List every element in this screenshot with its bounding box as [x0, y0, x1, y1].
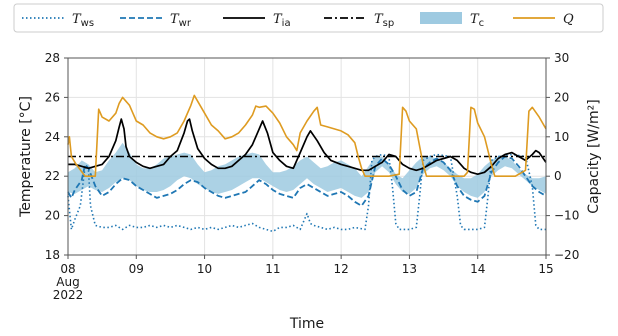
legend-label: Tsp — [374, 12, 394, 29]
x-tick-label: 08 Aug 2022 — [53, 262, 84, 302]
y-left-tick-label: 22 — [45, 169, 60, 183]
x-tick-label: 11 — [265, 262, 280, 276]
legend-entry-T_wr: Twr — [120, 12, 192, 29]
series-T_ws-line — [67, 153, 546, 233]
y-axis-right-title: Capacity [W/m²] — [586, 99, 602, 213]
y-right-tick-label: −10 — [554, 209, 579, 223]
y-right-tick-label: 30 — [554, 51, 569, 65]
x-tick-label: 10 — [197, 262, 212, 276]
legend-label: Tc — [470, 12, 484, 29]
y-right-tick-label: 0 — [554, 169, 562, 183]
y-left-tick-label: 26 — [45, 90, 60, 104]
legend-entry-T_ia: Tia — [223, 12, 291, 29]
y-axis-left-title: Temperature [°C] — [18, 96, 34, 218]
plot-frame — [67, 57, 547, 256]
legend-entry-T_c: Tc — [420, 12, 484, 29]
y-axis-right: −20 −10 0 10 20 30 — [546, 51, 579, 262]
series-T_ia-line — [68, 118, 547, 176]
legend-label: Tia — [273, 12, 291, 29]
x-axis-title: Time — [289, 316, 324, 332]
legend-label: Q — [563, 12, 574, 27]
y-left-tick-label: 20 — [45, 209, 60, 223]
x-tick-label: 14 — [470, 262, 485, 276]
series-Q-line — [67, 94, 547, 177]
y-right-tick-label: −20 — [554, 248, 579, 262]
y-left-tick-label: 24 — [45, 130, 60, 144]
legend-frame — [13, 3, 604, 33]
x-axis: 08 Aug 2022 09 10 11 12 13 14 15 — [53, 255, 554, 302]
plot-area — [67, 57, 547, 256]
x-tick-label: 09 — [129, 262, 144, 276]
band-layer — [68, 142, 546, 198]
y-left-tick-label: 28 — [45, 51, 60, 65]
y-right-tick-label: 20 — [554, 90, 569, 104]
y-left-tick-label: 18 — [45, 248, 60, 262]
legend-label: Tws — [72, 12, 94, 29]
legend: Tws Twr Tia Tsp Tc Q — [13, 3, 604, 33]
legend-entry-T_sp: Tsp — [324, 12, 394, 29]
y-right-tick-label: 10 — [554, 130, 569, 144]
legend-label: Twr — [170, 12, 192, 29]
series-T_wr-line — [67, 155, 547, 207]
legend-entry-Q: Q — [513, 12, 574, 27]
series-layer — [67, 94, 547, 233]
y-axis-left: 18 20 22 24 26 28 — [45, 51, 68, 262]
x-tick-label: 12 — [334, 262, 349, 276]
legend-entry-T_ws: Tws — [22, 12, 94, 29]
legend-swatch — [420, 12, 462, 24]
series-T_c-band — [68, 142, 546, 198]
x-tick-label: 15 — [538, 262, 553, 276]
x-tick-label: 13 — [402, 262, 417, 276]
